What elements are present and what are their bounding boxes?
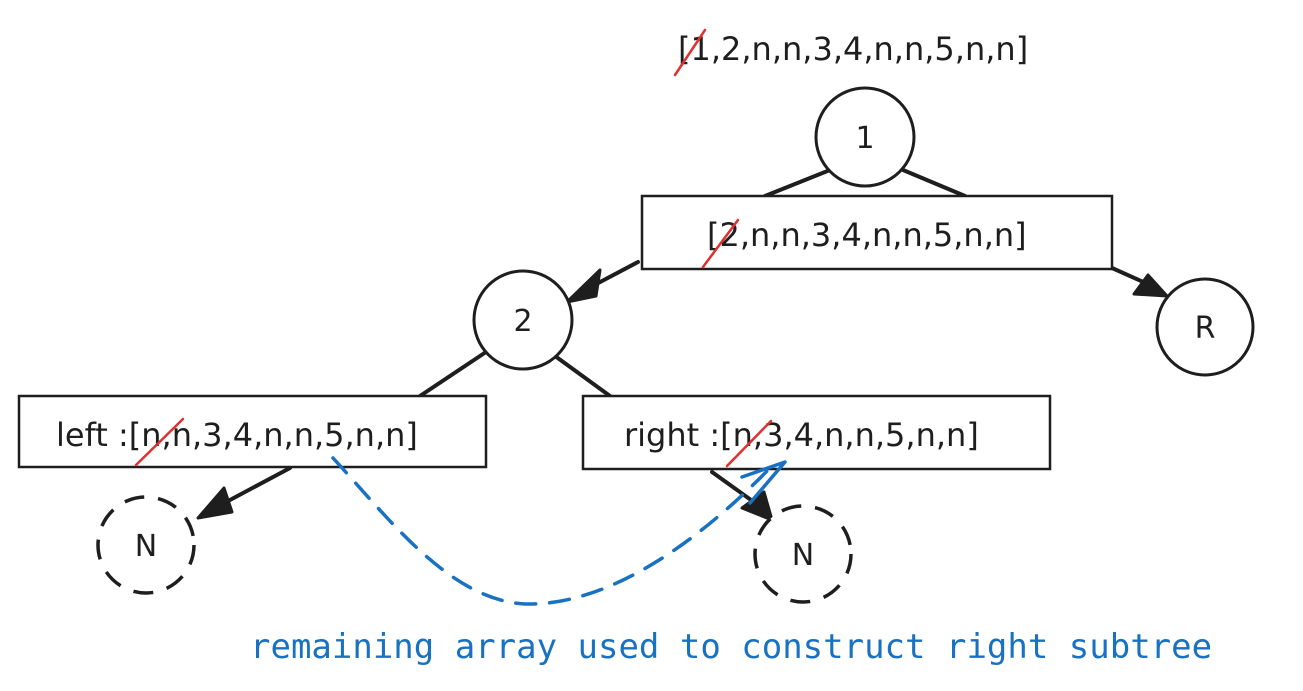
edge-right-box-to-null: [710, 470, 760, 507]
right-box-rect: [581, 394, 1052, 471]
annotation-text: remaining array used to construct right …: [250, 627, 1212, 667]
top-array-text: [1,2,n,n,3,4,n,n,5,n,n]: [678, 30, 1028, 68]
edge-root-left: [763, 168, 832, 198]
arrowhead-to-node-2: [565, 268, 602, 304]
null-node-left: N: [96, 495, 196, 595]
middle-box-struck: [2: [707, 216, 740, 254]
edge-node-2-right: [553, 354, 612, 398]
middle-array-box: [2,n,n,3,4,n,n,5,n,n]: [640, 194, 1114, 271]
node-2: 2: [472, 269, 574, 371]
node-2-circle: [472, 269, 574, 371]
top-array-strike-mark: [673, 28, 707, 77]
null-right-label: N: [792, 538, 814, 573]
middle-box-text: [2,n,n,3,4,n,n,5,n,n]: [707, 216, 1027, 254]
remaining-array-arrow: [331, 456, 787, 606]
right-box-strike-mark: [725, 419, 773, 468]
node-r: R: [1155, 277, 1255, 377]
right-box-prefix: right :: [624, 416, 720, 454]
right-box-struck: [n: [720, 416, 753, 454]
null-node-right: N: [753, 504, 853, 604]
left-box-struck: [n: [129, 416, 162, 454]
right-box-text: right :[n,3,4,n,n,5,n,n]: [624, 416, 979, 454]
top-array-rest: ,2,n,n,3,4,n,n,5,n,n]: [711, 30, 1028, 68]
remaining-array-curve: [331, 456, 772, 606]
right-box-rest: ,3,4,n,n,5,n,n]: [753, 416, 979, 454]
left-box-rect: [17, 394, 488, 469]
null-left-label: N: [135, 529, 157, 564]
left-box-text: left :[n,n,3,4,n,n,5,n,n]: [56, 416, 418, 454]
middle-box-rest: ,n,n,3,4,n,n,5,n,n]: [740, 216, 1027, 254]
node-2-label: 2: [513, 304, 532, 339]
node-r-label: R: [1195, 311, 1216, 346]
left-box-rest: ,n,3,4,n,n,5,n,n]: [162, 416, 418, 454]
edge-root-right: [901, 168, 967, 198]
left-box-strike-mark: [134, 417, 185, 467]
top-array: [1,2,n,n,3,4,n,n,5,n,n]: [673, 28, 1028, 77]
arrowhead-to-null-left: [196, 486, 234, 520]
null-left-circle: [96, 495, 196, 595]
edge-node-2-left: [418, 350, 488, 398]
root-node: 1: [814, 86, 916, 188]
root-node-label: 1: [855, 121, 874, 156]
middle-box-strike-mark: [701, 218, 740, 269]
edges: [196, 168, 1169, 522]
left-box-prefix: left :: [56, 416, 129, 454]
null-right-circle: [753, 504, 853, 604]
node-r-circle: [1155, 277, 1255, 377]
middle-box-rect: [640, 194, 1114, 271]
root-node-circle: [814, 86, 916, 188]
left-array-box: left :[n,n,3,4,n,n,5,n,n]: [17, 394, 488, 469]
right-array-box: right :[n,3,4,n,n,5,n,n]: [581, 394, 1052, 471]
remaining-array-arrowhead: [740, 460, 787, 505]
arrowhead-to-node-r: [1132, 273, 1169, 298]
